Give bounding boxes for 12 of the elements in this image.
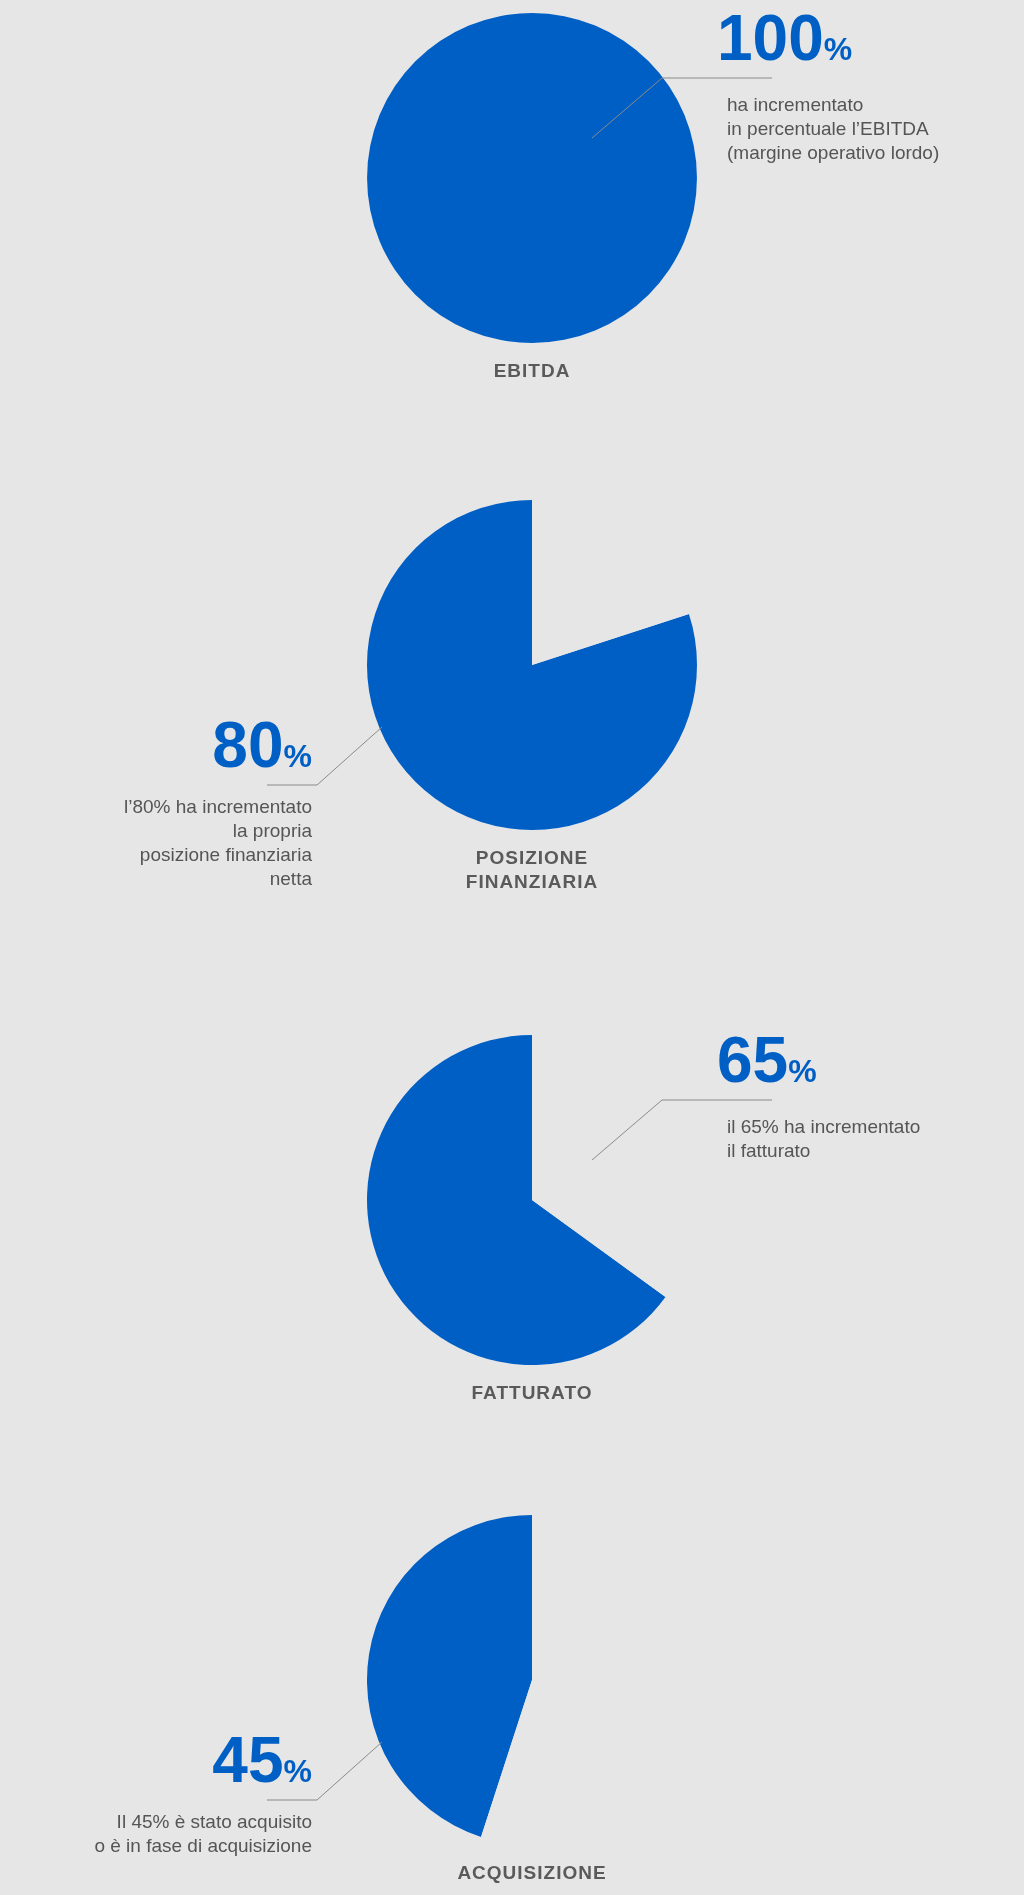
text: l’80% ha incrementato la propria posizione finanziaria netta xyxy=(124,795,312,891)
text: 45% xyxy=(212,1724,312,1796)
text: ha incrementato in percentuale l’EBITDA (margine operativo lordo) xyxy=(727,93,940,165)
text: POSIZIONE FINANZIARIA xyxy=(464,846,600,894)
text: Il 45% è stato acquisito o è in fase di acquisizione xyxy=(94,1810,312,1858)
text: FATTURATO xyxy=(470,1381,594,1405)
text: 65% xyxy=(717,1024,817,1096)
text: 100% xyxy=(717,2,853,74)
text: 80% xyxy=(212,709,312,781)
text: ACQUISIZIONE xyxy=(456,1861,608,1885)
text: EBITDA xyxy=(492,359,572,383)
text: il 65% ha incrementato il fatturato xyxy=(727,1115,921,1163)
